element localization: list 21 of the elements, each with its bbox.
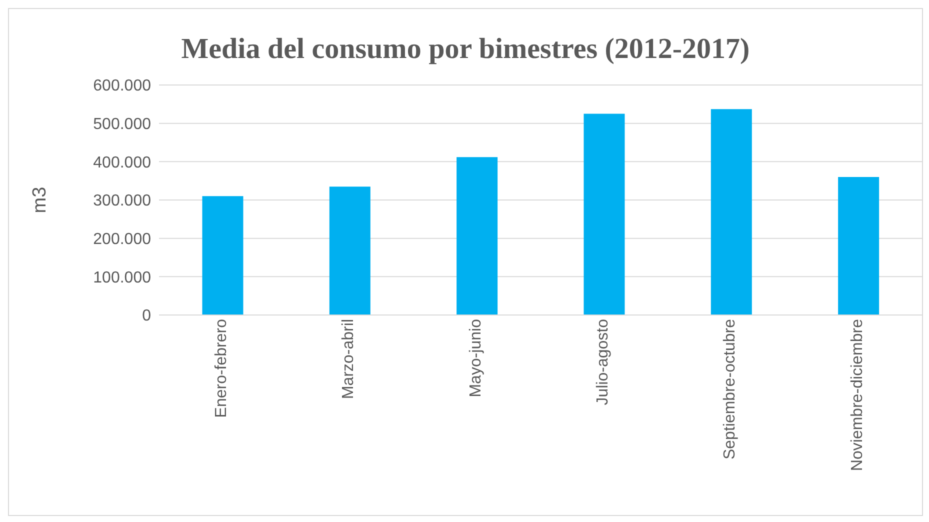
y-tick-label: 0	[142, 308, 152, 325]
bar	[838, 177, 880, 315]
x-tick-label: Septiembre-octubre	[722, 318, 739, 460]
y-axis-title: m3	[30, 186, 51, 214]
x-tick-label: Marzo-abril	[340, 319, 358, 400]
chart-title: Media del consumo por bimestres (2012-2017)	[180, 33, 751, 66]
y-tick-label: 500.000	[93, 116, 152, 134]
x-tick-label: Mayo-junio	[467, 318, 484, 398]
bar	[584, 114, 625, 315]
x-tick-label: Julio-agosto	[594, 318, 612, 406]
y-tick-label: 300.000	[93, 192, 152, 210]
bar	[329, 186, 370, 315]
y-tick-label: 200.000	[93, 231, 152, 248]
y-tick-label: 100.000	[93, 269, 152, 286]
bar	[456, 157, 498, 315]
bar	[710, 109, 752, 315]
x-tick-label: Noviembre-diciembre	[848, 318, 866, 472]
x-tick-label: Enero-febrero	[212, 318, 230, 418]
bar	[202, 196, 244, 315]
y-tick-label: 400.000	[93, 154, 152, 172]
y-tick-label: 600.000	[93, 78, 152, 95]
